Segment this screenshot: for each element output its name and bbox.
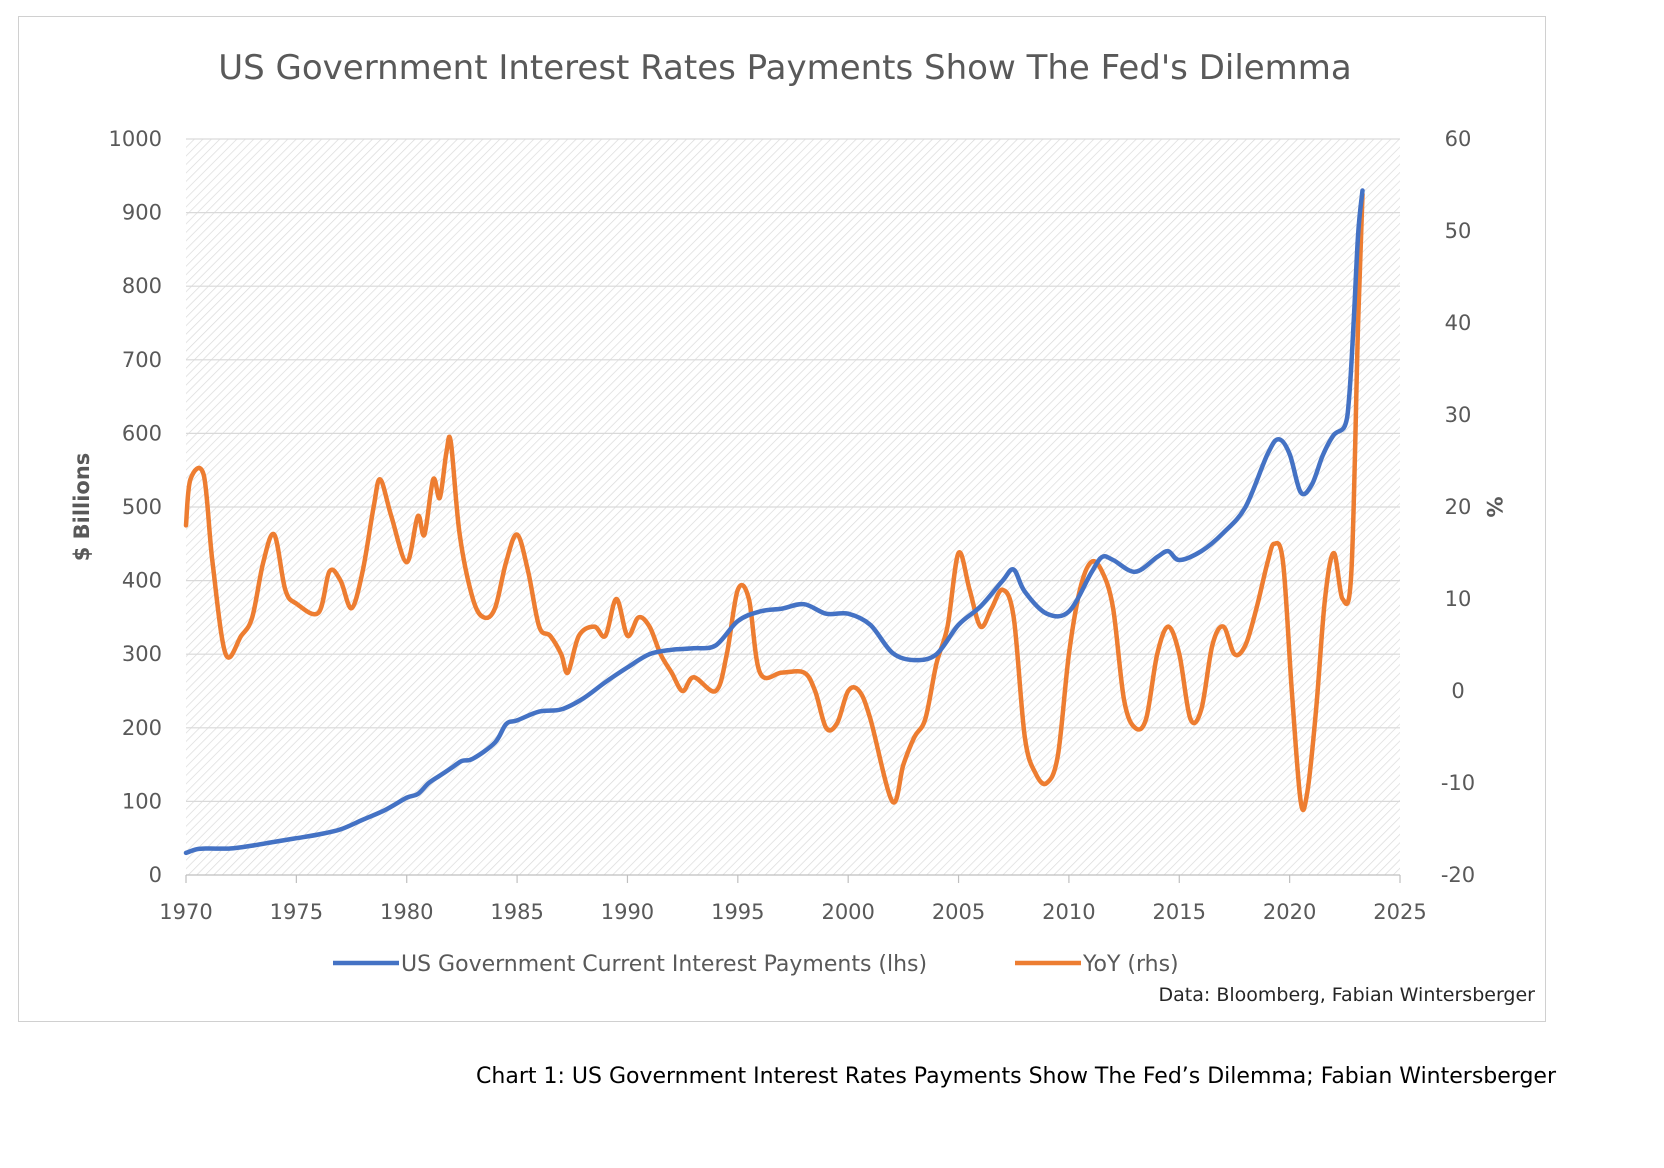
y-left-tick-label: 800: [122, 274, 162, 298]
y-right-tick-label: 30: [1445, 403, 1472, 427]
chart-title: US Government Interest Rates Payments Sh…: [218, 48, 1352, 88]
y-left-tick-label: 700: [122, 348, 162, 372]
series-line-interest-payments: [183, 188, 1365, 856]
x-tick-label: 1995: [711, 900, 764, 924]
x-tick-label: 2005: [932, 900, 985, 924]
y-left-tick-label: 500: [122, 495, 162, 519]
y-left-tick-label: 400: [122, 569, 162, 593]
legend: US Government Current Interest Payments …: [333, 952, 1179, 977]
y-right-tick-label: 20: [1445, 495, 1472, 519]
series-line-yoy: [183, 191, 1365, 813]
x-tick-label: 2000: [821, 900, 874, 924]
legend-label-interest-payments: US Government Current Interest Payments …: [401, 952, 927, 977]
y-right-tick-label: 40: [1445, 311, 1472, 335]
x-tick-label: 2015: [1153, 900, 1206, 924]
x-tick-label: 2010: [1042, 900, 1095, 924]
figure-caption: Chart 1: US Government Interest Rates Pa…: [476, 1064, 1556, 1089]
x-tick-label: 1985: [490, 900, 543, 924]
x-tick-label: 1975: [270, 900, 323, 924]
x-axis-ticks: 1970 1975 1980 1985 1990 1995 2000 2005 2010 2015…: [159, 875, 1427, 924]
y-left-tick-label: 1000: [109, 127, 162, 151]
y-right-tick-label: -20: [1441, 863, 1475, 887]
y-right-tick-label: 50: [1445, 219, 1472, 243]
legend-label-yoy: YoY (rhs): [1082, 952, 1179, 977]
gridlines: [186, 138, 1400, 803]
chart-container: US Government Interest Rates Payments Sh…: [18, 16, 1546, 1022]
x-tick-label: 1980: [380, 900, 433, 924]
y-left-tick-label: 900: [122, 201, 162, 225]
y-axis-right-label: %: [1482, 496, 1506, 517]
y-right-tick-label: 60: [1445, 127, 1472, 151]
x-tick-label: 2020: [1263, 900, 1316, 924]
x-tick-label: 1970: [159, 900, 212, 924]
y-right-tick-label: 0: [1451, 679, 1464, 703]
right-axis-ticks: -20 -10 0 10 20 30 40 50 60: [1441, 127, 1475, 887]
y-right-tick-label: -10: [1441, 771, 1475, 795]
y-left-tick-label: 0: [149, 863, 162, 887]
data-source-note: Data: Bloomberg, Fabian Wintersberger: [1159, 984, 1536, 1006]
y-left-tick-label: 600: [122, 421, 162, 445]
y-left-tick-label: 200: [122, 716, 162, 740]
line-chart: US Government Interest Rates Payments Sh…: [70, 48, 1536, 1006]
y-axis-left-label: $ Billions: [70, 453, 94, 562]
x-tick-label: 1990: [601, 900, 654, 924]
left-axis-ticks: 0 100 200 300 400 500 600 700 800 900 1000: [109, 127, 162, 887]
y-left-tick-label: 300: [122, 642, 162, 666]
y-right-tick-label: 10: [1445, 587, 1472, 611]
x-tick-label: 2025: [1373, 900, 1426, 924]
y-left-tick-label: 100: [122, 789, 162, 813]
